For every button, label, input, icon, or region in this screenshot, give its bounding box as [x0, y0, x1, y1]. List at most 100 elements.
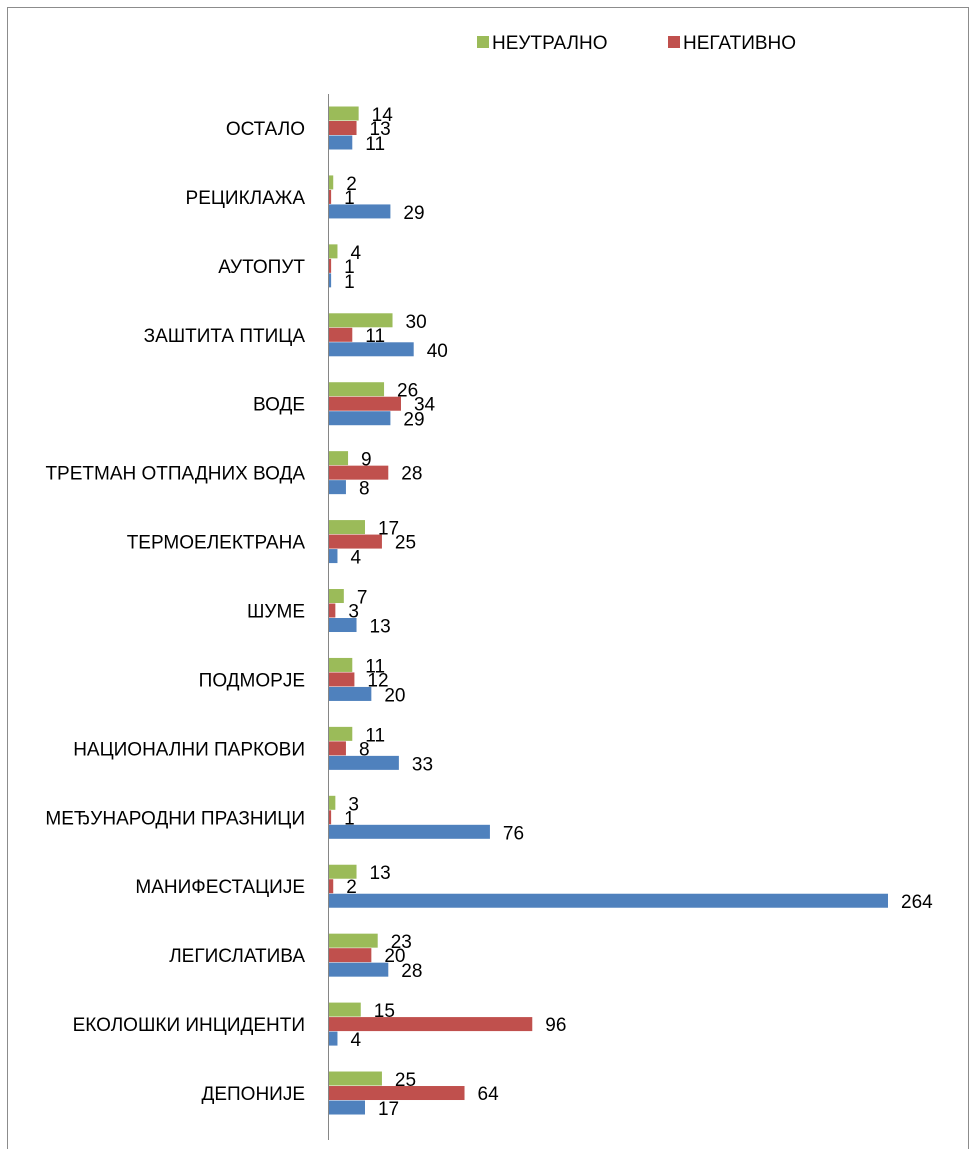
bar: [329, 824, 490, 839]
category-label: МАНИФЕСТАЦИЈЕ: [135, 877, 305, 898]
bar: [329, 204, 391, 219]
data-label: 8: [359, 479, 370, 500]
legend: НЕУТРАЛНО НЕГАТИВНО: [477, 33, 796, 54]
data-label: 25: [395, 533, 416, 554]
bar: [329, 1100, 365, 1115]
legend-label: НЕУТРАЛНО: [492, 33, 608, 54]
bar: [329, 327, 353, 342]
data-label: 25: [395, 1070, 416, 1091]
bar: [329, 480, 346, 495]
bar: [329, 657, 353, 672]
data-label: 28: [401, 961, 422, 982]
category-label: РЕЦИКЛАЖА: [186, 188, 306, 209]
category-label: ВОДЕ: [253, 395, 305, 416]
data-label: 11: [365, 134, 385, 155]
bar: [329, 879, 334, 894]
bar: [329, 741, 346, 756]
bar: [329, 520, 365, 535]
category-label: ДЕПОНИЈЕ: [201, 1084, 305, 1105]
category-label: МЕЂУНАРОДНИ ПРАЗНИЦИ: [45, 808, 305, 829]
bar: [329, 933, 378, 948]
category-label: ШУМЕ: [247, 602, 305, 623]
data-label: 17: [378, 519, 399, 540]
category-label: ПОДМОРЈЕ: [199, 670, 305, 691]
data-label: 33: [412, 754, 433, 775]
bar: [329, 686, 372, 701]
data-label: 23: [391, 932, 412, 953]
bar: [329, 672, 355, 687]
bar: [329, 382, 385, 397]
data-label: 29: [403, 203, 424, 224]
data-label: 14: [372, 105, 394, 126]
data-label: 11: [365, 326, 385, 347]
data-label: 4: [350, 243, 361, 264]
data-label: 13: [370, 863, 391, 884]
bar: [329, 795, 336, 810]
bar: [329, 313, 393, 328]
data-label: 15: [374, 1001, 395, 1022]
bar: [329, 1002, 361, 1017]
bar: [329, 589, 344, 604]
bar: [329, 106, 359, 121]
bars: 1413112129411301140263429928817254731311…: [329, 105, 933, 1120]
bar: [329, 549, 338, 564]
data-label: 3: [348, 602, 359, 623]
bar: [329, 411, 391, 426]
data-label: 7: [357, 588, 368, 609]
category-label: ОСТАЛО: [226, 119, 305, 140]
bar: [329, 893, 888, 908]
data-label: 11: [365, 656, 385, 677]
chart-frame: [7, 7, 969, 1149]
bar: [329, 451, 349, 466]
bar: [329, 948, 372, 963]
data-label: 96: [545, 1015, 566, 1036]
data-label: 20: [384, 946, 405, 967]
bar: [329, 244, 338, 259]
bar: [329, 1017, 533, 1032]
category-labels: ОСТАЛО РЕЦИКЛАЖА АУТОПУТ ЗАШТИТА ПТИЦА ВОДЕ Т…: [45, 119, 305, 1105]
data-label: 2: [346, 174, 357, 195]
bar: [329, 1086, 465, 1101]
bar: [329, 121, 357, 135]
data-label: 17: [378, 1099, 399, 1120]
bar: [329, 864, 357, 879]
data-label: 4: [350, 1030, 361, 1051]
legend-swatch: [477, 36, 489, 48]
bar: [329, 534, 382, 549]
category-label: АУТОПУТ: [218, 257, 305, 278]
category-label: ЕКОЛОШКИ ИНЦИДЕНТИ: [73, 1015, 305, 1036]
data-label: 4: [350, 548, 361, 569]
category-label: ТРЕТМАН ОТПАДНИХ ВОДА: [45, 464, 305, 485]
bar: [329, 342, 414, 357]
data-label: 3: [348, 794, 359, 815]
data-label: 13: [370, 119, 391, 140]
bar: [329, 175, 334, 190]
bar: [329, 135, 353, 150]
bar: [329, 1031, 338, 1046]
data-label: 29: [403, 410, 424, 431]
bar: [329, 618, 357, 633]
data-label: 1: [344, 188, 355, 209]
data-label: 1: [344, 272, 355, 293]
data-label: 28: [401, 464, 422, 485]
data-label: 26: [397, 381, 418, 402]
category-label: НАЦИОНАЛНИ ПАРКОВИ: [73, 739, 305, 760]
bar: [329, 189, 332, 204]
data-label: 11: [365, 725, 385, 746]
data-label: 12: [367, 670, 388, 691]
data-label: 20: [384, 685, 405, 706]
data-label: 8: [359, 739, 370, 760]
data-label: 76: [503, 823, 524, 844]
data-label: 264: [901, 892, 933, 913]
bar: [329, 726, 353, 741]
bar: [329, 962, 389, 977]
data-label: 2: [346, 877, 357, 898]
data-label: 40: [427, 341, 448, 362]
data-label: 1: [344, 257, 355, 278]
data-label: 9: [361, 450, 372, 471]
category-label: ЛЕГИСЛАТИВА: [169, 946, 305, 967]
data-label: 13: [370, 617, 391, 638]
category-label: ТЕРМОЕЛЕКТРАНА: [127, 533, 306, 554]
bar: [329, 396, 401, 411]
